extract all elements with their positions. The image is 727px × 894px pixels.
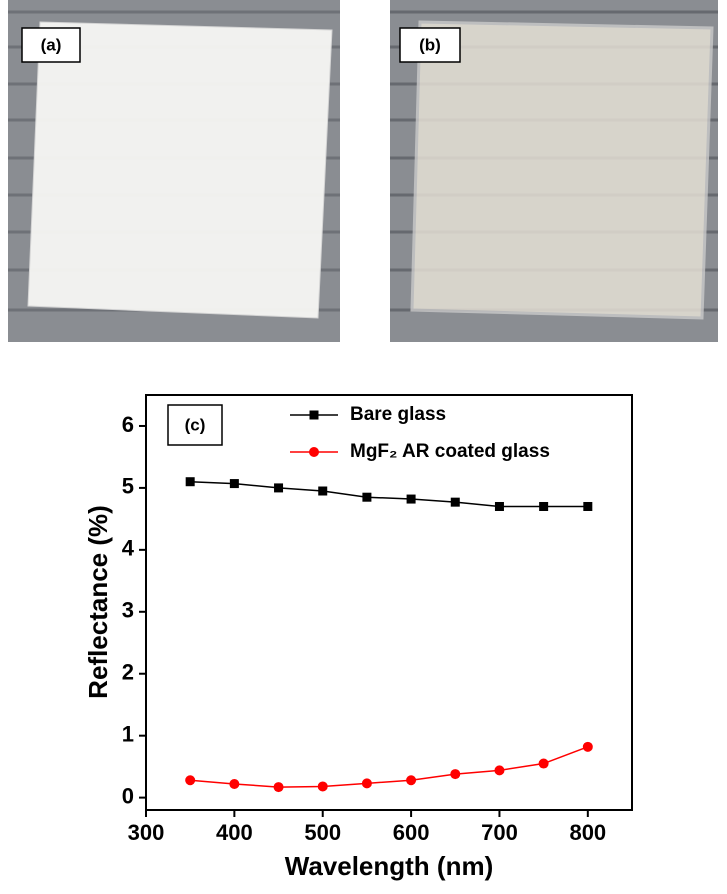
y-tick-label: 6 [122, 412, 134, 437]
panel-label: (a) [41, 35, 62, 54]
y-tick-label: 1 [122, 721, 134, 746]
x-tick-label: 500 [304, 820, 341, 845]
marker [362, 492, 372, 502]
marker [538, 758, 549, 769]
marker [229, 778, 240, 789]
marker [274, 483, 284, 493]
marker [229, 479, 239, 489]
marker [273, 782, 284, 793]
plot-frame [145, 394, 633, 811]
marker [494, 765, 505, 776]
legend-label: Bare glass [350, 404, 446, 425]
marker [539, 501, 549, 511]
photo-b: (b) [390, 0, 718, 342]
legend-label: MgF₂ AR coated glass [350, 441, 550, 462]
y-tick-label: 4 [122, 536, 135, 561]
marker [406, 494, 416, 504]
annotation: (c) [185, 415, 206, 434]
marker [318, 486, 328, 496]
y-tick-label: 3 [122, 598, 134, 623]
marker [583, 501, 593, 511]
y-tick-label: 0 [122, 783, 134, 808]
marker [582, 741, 593, 752]
marker [185, 775, 196, 786]
x-axis-label: Wavelength (nm) [285, 851, 493, 881]
marker [450, 769, 461, 780]
marker [185, 477, 195, 487]
marker [406, 775, 417, 786]
x-tick-label: 400 [216, 820, 253, 845]
chart: (c) Wavelength (nm) Reflectance (%) 300 4… [83, 394, 633, 881]
annotation-box [167, 404, 223, 446]
legend-marker [309, 447, 319, 457]
y-tick-label: 5 [122, 474, 134, 499]
glass-sample [410, 20, 714, 320]
marker [450, 497, 460, 507]
x-tick-label: 800 [569, 820, 606, 845]
panel-label: (b) [419, 35, 441, 54]
marker [361, 778, 372, 789]
x-tick-label: 700 [481, 820, 518, 845]
glass-sample [27, 21, 333, 319]
series-line [190, 746, 589, 788]
legend-marker [309, 410, 319, 420]
y-axis-label: Reflectance (%) [83, 505, 113, 699]
marker [494, 501, 504, 511]
x-tick-label: 600 [393, 820, 430, 845]
y-tick-label: 2 [122, 660, 134, 685]
photo-a: (a) [8, 0, 340, 342]
panel-label-box [399, 27, 461, 63]
marker [317, 781, 328, 792]
x-tick-label: 300 [128, 820, 165, 845]
panel-label-box [21, 27, 81, 63]
series-line [190, 480, 588, 508]
